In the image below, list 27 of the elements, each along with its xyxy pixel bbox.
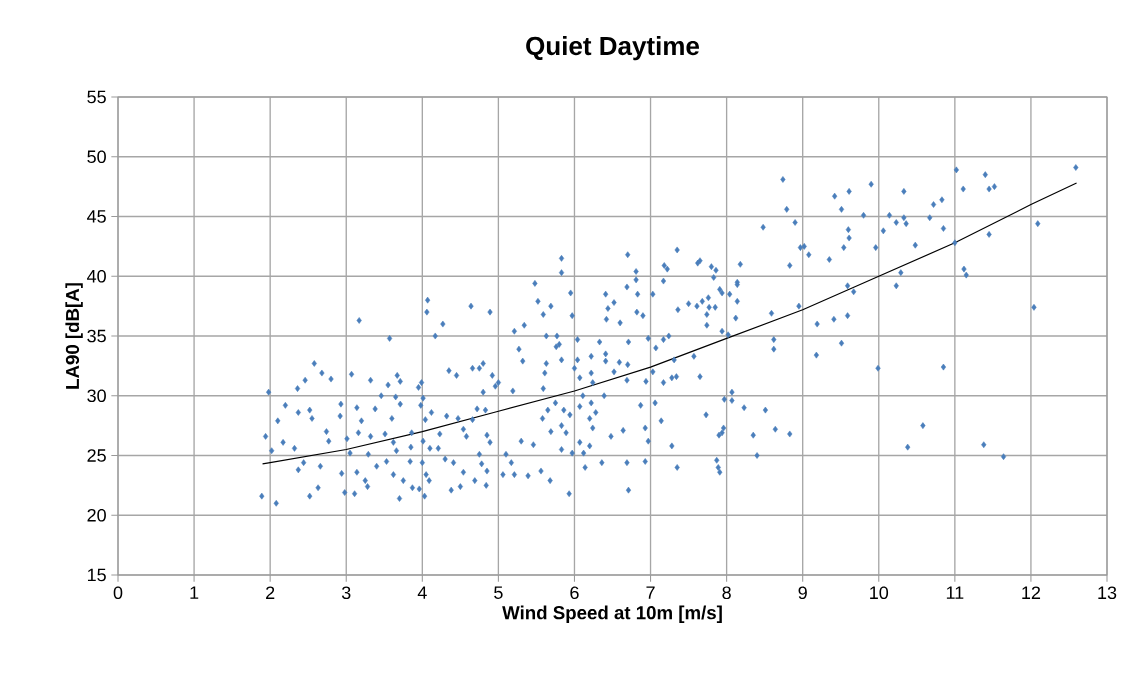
x-tick-label: 3 <box>341 586 351 600</box>
y-tick-label: 55 <box>87 90 106 104</box>
x-tick-label: 12 <box>1022 586 1041 599</box>
x-tick-label: 6 <box>570 586 579 600</box>
x-tick-label: 8 <box>722 586 731 600</box>
x-tick-label: 7 <box>646 586 655 599</box>
y-tick-label: 15 <box>87 568 106 582</box>
y-tick-label: 20 <box>87 508 106 522</box>
x-tick-label: 11 <box>946 586 964 599</box>
x-tick-label: 13 <box>1098 586 1117 600</box>
x-tick-label: 5 <box>494 586 503 599</box>
x-tick-label: 2 <box>266 586 275 599</box>
x-tick-label: 0 <box>113 586 123 600</box>
x-tick-label: 4 <box>417 586 427 599</box>
y-tick-label: 40 <box>87 269 106 283</box>
x-axis-title: Wind Speed at 10m [m/s] <box>502 605 722 623</box>
line-series <box>261 182 1078 465</box>
x-tick-label: 10 <box>870 586 889 600</box>
y-tick-label: 50 <box>87 150 106 164</box>
chart-title: Quiet Daytime <box>526 36 699 61</box>
y-tick-label: 45 <box>87 210 106 223</box>
x-tick-label: 9 <box>798 586 807 600</box>
y-tick-label: 25 <box>87 449 106 462</box>
y-tick-label: 30 <box>87 389 106 403</box>
x-tick-label: 1 <box>190 586 199 599</box>
y-axis-title: LA90 [dB[A] <box>65 283 83 389</box>
y-tick-label: 35 <box>87 329 106 343</box>
